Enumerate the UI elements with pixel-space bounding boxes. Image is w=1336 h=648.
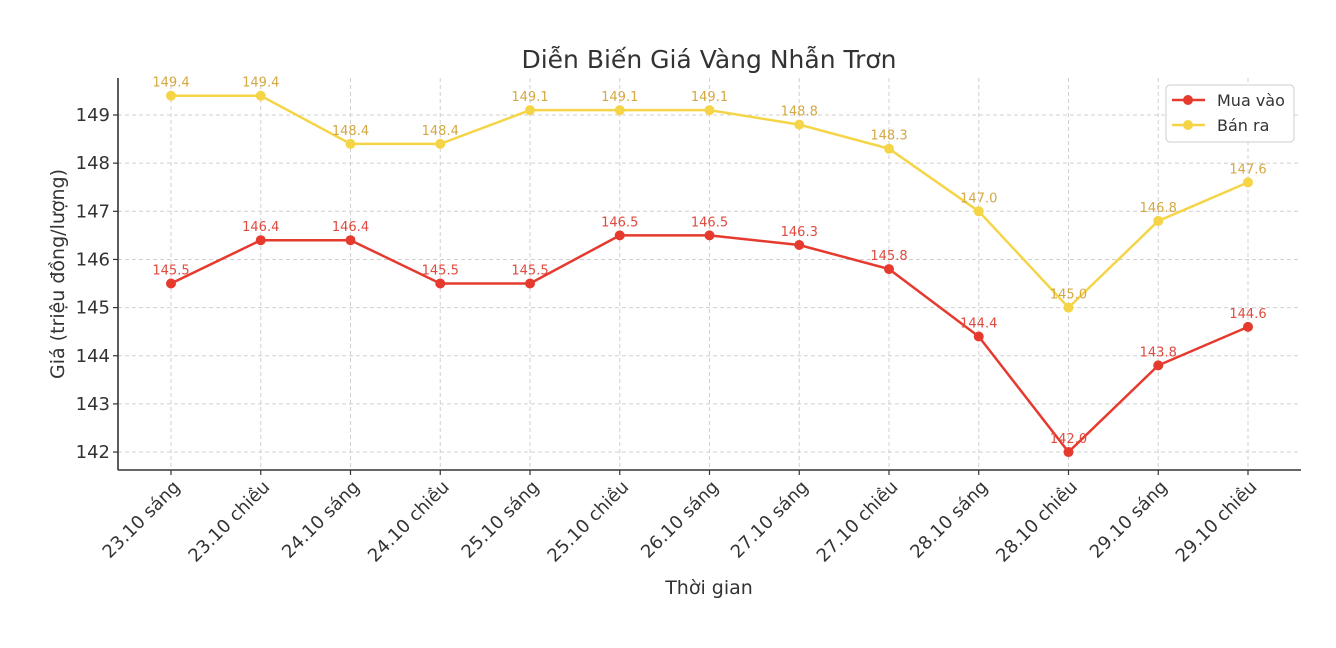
y-tick-label: 143 — [76, 394, 110, 415]
y-tick-label: 145 — [76, 298, 110, 319]
data-label: 149.4 — [152, 76, 189, 91]
data-label: 146.8 — [1140, 201, 1177, 216]
y-tick-label: 142 — [76, 442, 110, 463]
data-label: 145.8 — [870, 249, 907, 264]
data-label: 149.1 — [511, 90, 548, 105]
data-point-marker — [884, 143, 894, 154]
data-point-marker — [614, 105, 625, 116]
data-label: 148.8 — [781, 105, 818, 120]
x-tick-label: 27.10 sáng — [727, 477, 813, 563]
x-tick-label: 28.10 chiều — [992, 477, 1082, 567]
data-label: 144.6 — [1229, 307, 1266, 322]
x-axis-label: Thời gian — [664, 577, 753, 599]
data-label: 146.3 — [781, 225, 818, 240]
x-tick-label: 26.10 sáng — [637, 477, 723, 563]
data-label: 147.0 — [960, 191, 997, 206]
data-label: 149.4 — [242, 76, 279, 91]
data-point-marker — [973, 206, 984, 217]
data-label: 146.5 — [601, 215, 638, 230]
data-point-marker — [1063, 302, 1074, 313]
data-label: 144.4 — [960, 316, 997, 331]
data-point-marker — [345, 138, 356, 149]
data-label: 148.4 — [422, 124, 459, 139]
data-label: 148.4 — [332, 124, 369, 139]
data-label: 145.5 — [422, 264, 459, 279]
data-point-marker — [525, 105, 535, 116]
y-tick-label: 148 — [76, 153, 110, 174]
data-point-marker — [1243, 321, 1253, 332]
data-label: 146.4 — [242, 220, 279, 235]
x-tick-label: 29.10 sáng — [1086, 477, 1172, 563]
legend-entry: Mua vào — [1217, 91, 1285, 110]
data-label: 149.1 — [691, 90, 728, 105]
data-label: 146.5 — [691, 215, 728, 230]
y-tick-label: 146 — [76, 249, 110, 270]
data-point-marker — [1153, 360, 1164, 371]
data-label: 145.5 — [152, 264, 189, 279]
x-tick-label: 25.10 sáng — [458, 477, 544, 563]
data-label: 148.3 — [870, 129, 907, 144]
y-tick-label: 147 — [76, 201, 110, 222]
x-tick-label: 29.10 chiều — [1172, 477, 1262, 567]
x-tick-label: 28.10 sáng — [906, 477, 992, 563]
x-tick-label: 27.10 chiều — [813, 477, 903, 567]
data-point-marker — [794, 240, 805, 251]
y-axis-label: Giá (triệu đồng/lượng) — [47, 169, 69, 379]
data-label: 145.5 — [511, 264, 548, 279]
series-lines — [166, 90, 1253, 458]
chart-title: Diễn Biến Giá Vàng Nhẫn Trơn — [521, 45, 896, 74]
y-tick-label: 144 — [76, 346, 110, 367]
legend-marker-icon — [1183, 95, 1193, 105]
data-point-marker — [166, 90, 176, 101]
data-label: 142.0 — [1050, 432, 1087, 447]
y-tick-label: 149 — [76, 105, 110, 126]
data-point-marker — [1063, 447, 1074, 458]
x-tick-label: 25.10 chiều — [543, 477, 633, 567]
data-label: 145.0 — [1050, 288, 1087, 303]
legend-marker-icon — [1183, 120, 1193, 130]
data-point-marker — [435, 278, 446, 289]
data-point-marker — [704, 230, 715, 241]
data-point-marker — [973, 331, 984, 342]
x-tick-label: 23.10 chiều — [184, 477, 274, 567]
data-point-marker — [704, 105, 715, 116]
x-tick-label: 24.10 chiều — [364, 477, 454, 567]
data-point-marker — [614, 230, 625, 241]
data-point-marker — [345, 235, 356, 246]
data-point-marker — [166, 278, 176, 289]
data-point-marker — [1243, 177, 1253, 188]
x-tick-label: 24.10 sáng — [278, 477, 364, 563]
x-tick-label: 23.10 sáng — [99, 477, 185, 563]
axes: 142 143 144 145 146 147 148 149 23.10 sáng 23.10 … — [76, 78, 1301, 567]
data-label: 146.4 — [332, 220, 369, 235]
data-label: 149.1 — [601, 90, 638, 105]
grid — [118, 78, 1301, 470]
legend-entry: Bán ra — [1217, 116, 1269, 135]
legend: Mua vào Bán ra — [1165, 84, 1295, 143]
data-point-marker — [525, 278, 535, 289]
data-point-marker — [255, 90, 266, 101]
data-point-marker — [794, 119, 805, 130]
data-point-marker — [884, 264, 894, 275]
data-label: 143.8 — [1140, 345, 1177, 360]
data-point-marker — [435, 138, 446, 149]
data-point-marker — [1153, 215, 1164, 226]
data-label: 147.6 — [1229, 162, 1266, 177]
data-labels: 145.5 146.4 146.4 145.5 145.5 146.5 146.5 146.3… — [152, 76, 1266, 447]
data-point-marker — [255, 235, 266, 246]
